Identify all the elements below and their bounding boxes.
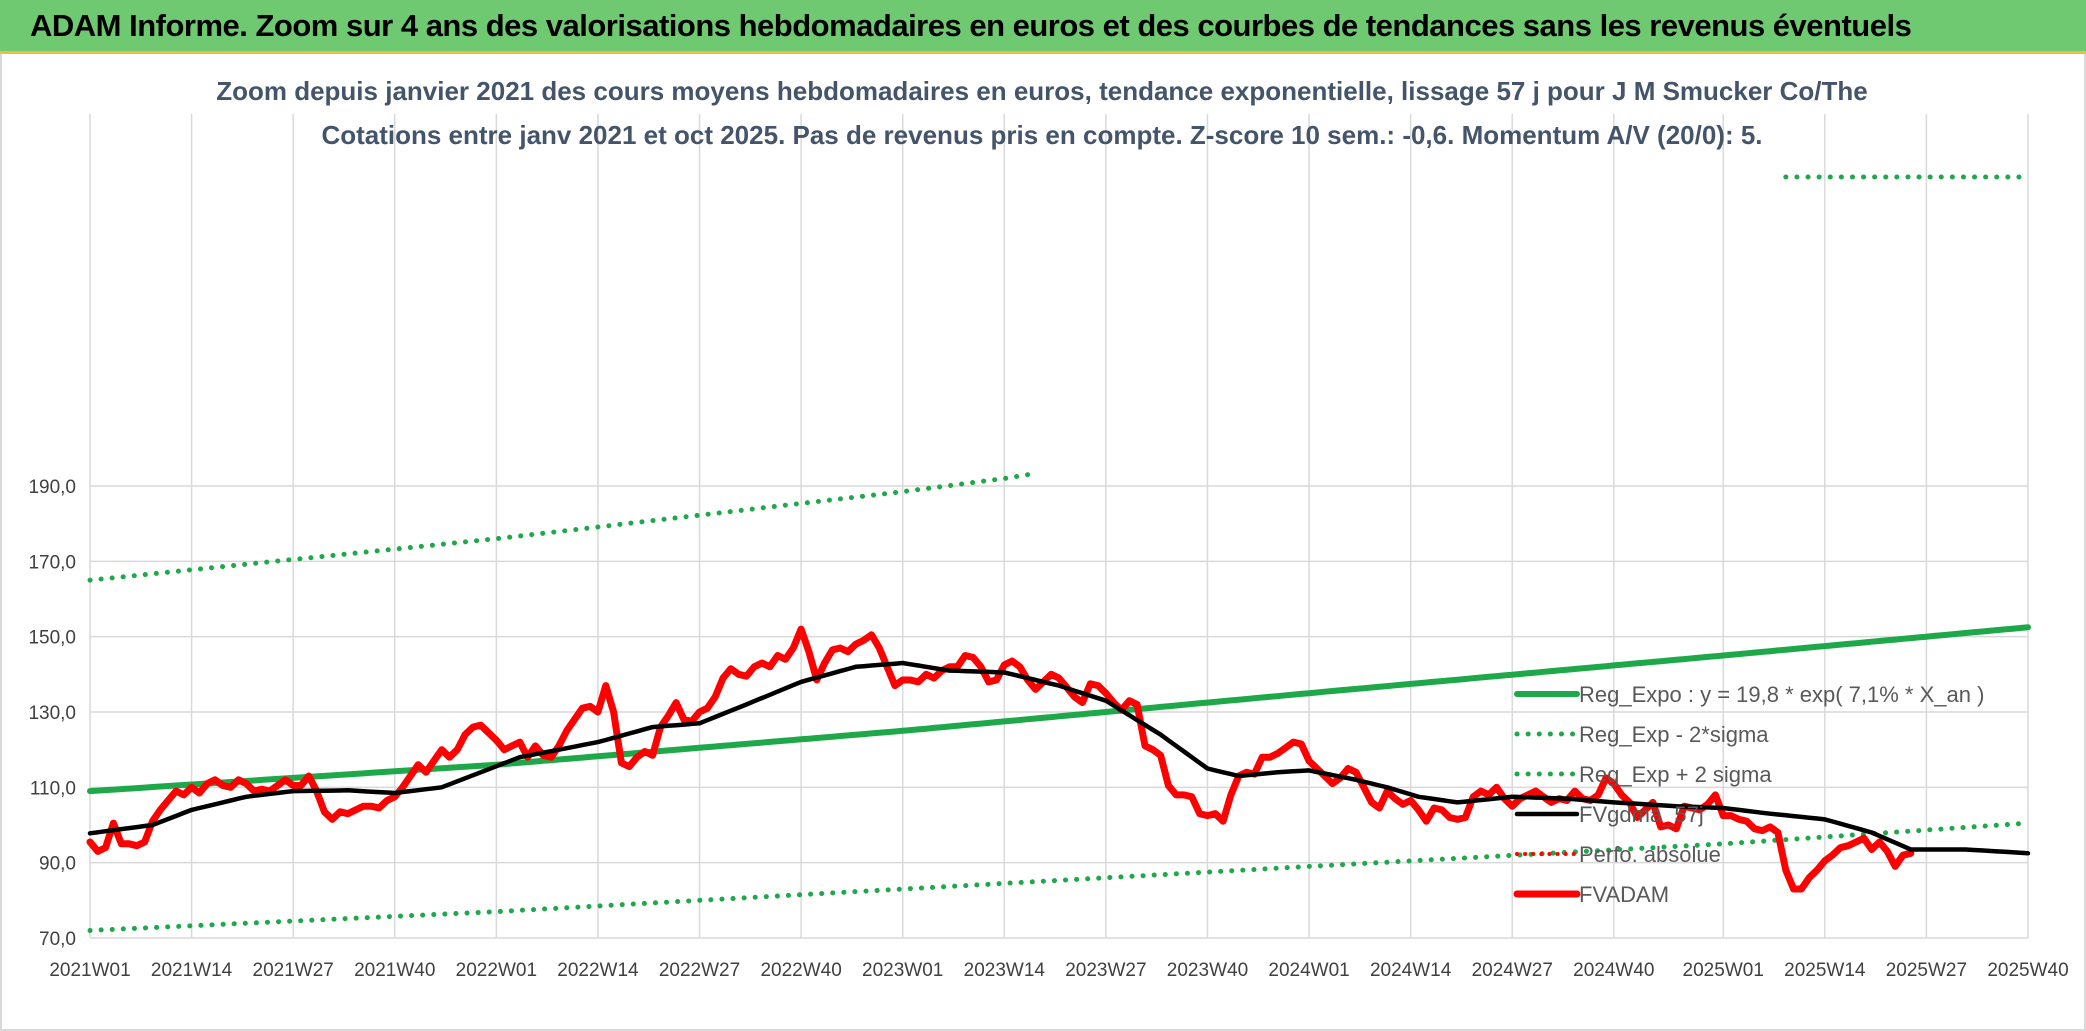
legend-label: FVADAM — [1579, 882, 1669, 907]
y-tick-label: 90,0 — [39, 854, 76, 875]
x-tick-label: 2021W40 — [354, 960, 435, 981]
x-tick-label: 2024W01 — [1268, 960, 1349, 981]
series-layer — [86, 174, 2031, 933]
series-solid-black-line — [87, 660, 2031, 856]
report-title: ADAM Informe. Zoom sur 4 ans des valoris… — [30, 8, 1912, 43]
chart: 70,0 90,0 110,0 130,0 150,0 170,0 190,0 2021W01… — [28, 76, 2068, 981]
axis-layer: 70,0 90,0 110,0 130,0 150,0 170,0 190,0 2021W01… — [28, 477, 2068, 981]
chart-frame: 70,0 90,0 110,0 130,0 150,0 170,0 190,0 2021W01… — [0, 54, 2086, 1031]
legend-label: Reg_Exp - 2*sigma — [1579, 722, 1769, 747]
x-tick-label: 2025W27 — [1886, 960, 1967, 981]
y-tick-label: 110,0 — [30, 778, 76, 799]
grid-lines — [89, 114, 2029, 939]
x-tick-label: 2024W27 — [1472, 960, 1553, 981]
y-tick-label: 170,0 — [28, 552, 76, 573]
y-tick-label: 150,0 — [28, 628, 76, 649]
report-banner: ADAM Informe. Zoom sur 4 ans des valoris… — [0, 0, 2086, 54]
series-dotted-green-line — [87, 472, 1031, 583]
x-tick-label: 2021W01 — [49, 960, 130, 981]
y-tick-label: 70,0 — [39, 929, 76, 950]
x-tick-label: 2024W14 — [1370, 960, 1452, 981]
legend-label: Perfo. absolue — [1579, 842, 1721, 867]
x-tick-label: 2025W14 — [1784, 960, 1866, 981]
x-tick-label: 2022W01 — [456, 960, 537, 981]
legend: Reg_Expo : y = 19,8 * exp( 7,1% * X_an )… — [1513, 682, 1984, 907]
y-tick-label: 130,0 — [28, 703, 76, 724]
x-tick-label: 2022W14 — [557, 960, 639, 981]
chart-title: Zoom depuis janvier 2021 des cours moyen… — [216, 76, 1868, 106]
legend-label: Reg_Exp + 2 sigma — [1579, 762, 1772, 787]
x-tick-label: 2021W14 — [151, 960, 233, 981]
x-tick-label: 2022W40 — [760, 960, 841, 981]
x-tick-label: 2025W40 — [1987, 960, 2068, 981]
x-tick-label: 2025W01 — [1683, 960, 1764, 981]
series-dotted-green-line — [87, 820, 2031, 933]
legend-label: FVgdma_57j — [1579, 802, 1704, 827]
x-tick-label: 2023W40 — [1167, 960, 1248, 981]
x-tick-label: 2024W40 — [1573, 960, 1654, 981]
chart-subtitle: Cotations entre janv 2021 et oct 2025. P… — [321, 120, 1762, 150]
x-tick-label: 2023W14 — [964, 960, 1046, 981]
y-tick-label: 190,0 — [28, 477, 76, 498]
legend-label: Reg_Expo : y = 19,8 * exp( 7,1% * X_an ) — [1579, 682, 1984, 707]
x-tick-label: 2023W01 — [862, 960, 943, 981]
x-tick-label: 2023W27 — [1065, 960, 1146, 981]
x-tick-label: 2022W27 — [659, 960, 740, 981]
x-tick-label: 2021W27 — [253, 960, 334, 981]
